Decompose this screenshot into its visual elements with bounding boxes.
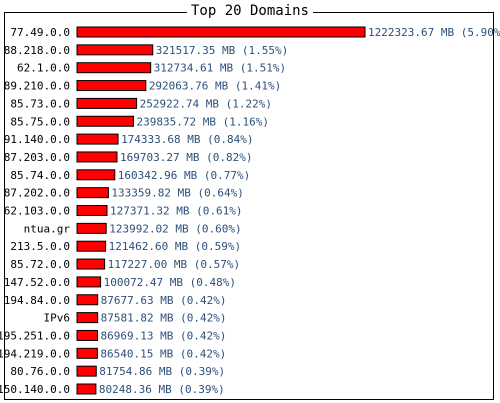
category-label: 87.202.0.0 [4, 187, 70, 200]
category-label: 147.52.0.0 [4, 276, 70, 289]
value-label: 86969.13 MB (0.42%) [100, 329, 226, 342]
bar [76, 133, 119, 145]
bar [76, 205, 108, 216]
value-label: 81754.86 MB (0.39%) [99, 365, 225, 378]
bar [76, 44, 154, 56]
bar [76, 115, 135, 127]
category-label: 213.5.0.0 [10, 240, 70, 253]
bar [76, 240, 107, 252]
category-label: 89.210.0.0 [4, 80, 70, 93]
category-label: 85.75.0.0 [10, 115, 70, 128]
bar [76, 329, 98, 341]
category-label: 87.203.0.0 [4, 151, 70, 164]
bar [76, 383, 97, 395]
value-label: 252922.74 MB (1.22%) [140, 97, 272, 110]
category-label: 194.219.0.0 [0, 347, 70, 360]
value-label: 239835.72 MB (1.16%) [137, 115, 269, 128]
value-label: 100072.47 MB (0.48%) [104, 276, 236, 289]
category-label: 62.103.0.0 [4, 205, 70, 218]
value-label: 87581.82 MB (0.42%) [101, 312, 227, 325]
category-label: 80.76.0.0 [10, 365, 70, 378]
bar [76, 365, 97, 377]
category-label: 85.72.0.0 [10, 258, 70, 271]
bar [76, 258, 106, 270]
category-label: IPv6 [44, 312, 71, 325]
value-label: 174333.68 MB (0.84%) [121, 133, 253, 146]
category-label: 91.140.0.0 [4, 133, 70, 146]
value-label: 127371.32 MB (0.61%) [110, 205, 242, 218]
value-label: 312734.61 MB (1.51%) [154, 62, 286, 75]
value-label: 169703.27 MB (0.82%) [120, 151, 252, 164]
bar [76, 312, 99, 324]
category-label: 150.140.0.0 [0, 383, 70, 396]
category-label: 194.84.0.0 [4, 294, 70, 307]
value-label: 321517.35 MB (1.55%) [156, 44, 288, 57]
bar [76, 26, 366, 38]
value-label: 87677.63 MB (0.42%) [101, 294, 227, 307]
category-label: 85.73.0.0 [10, 97, 70, 110]
value-label: 86540.15 MB (0.42%) [100, 347, 226, 360]
value-label: 80248.36 MB (0.39%) [99, 383, 225, 396]
category-label: ntua.gr [24, 222, 71, 235]
value-label: 160342.96 MB (0.77%) [118, 169, 250, 182]
value-label: 292063.76 MB (1.41%) [149, 80, 281, 93]
bar [76, 222, 107, 234]
value-label: 1222323.67 MB (5.90%) [368, 26, 500, 39]
bar [76, 276, 102, 288]
bar [76, 187, 109, 199]
category-label: 195.251.0.0 [0, 329, 70, 342]
bar [76, 62, 152, 74]
value-label: 117227.00 MB (0.57%) [108, 258, 240, 271]
bar [76, 294, 99, 306]
category-label: 88.218.0.0 [4, 44, 70, 57]
category-label: 85.74.0.0 [10, 169, 70, 182]
value-label: 133359.82 MB (0.64%) [111, 187, 243, 200]
bar [76, 97, 138, 109]
value-label: 121462.60 MB (0.59%) [109, 240, 241, 253]
value-label: 123992.02 MB (0.60%) [109, 222, 241, 235]
bar [76, 347, 98, 359]
chart-title-wrap: Top 20 Domains [0, 3, 500, 19]
category-label: 62.1.0.0 [17, 62, 70, 75]
bar [76, 169, 116, 181]
chart-title: Top 20 Domains [186, 3, 313, 19]
bar [76, 80, 147, 92]
bar [76, 151, 118, 163]
category-label: 77.49.0.0 [10, 26, 70, 39]
